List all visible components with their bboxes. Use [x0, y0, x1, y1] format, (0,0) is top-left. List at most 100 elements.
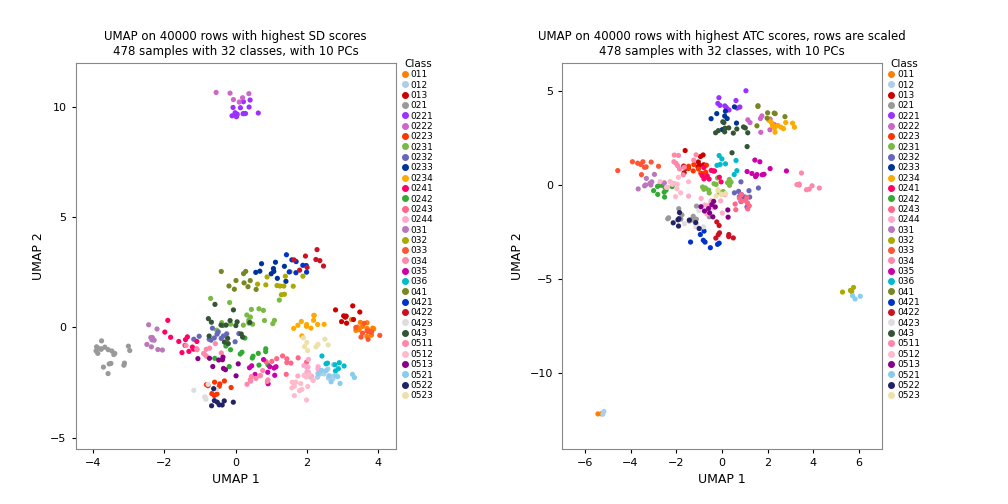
Point	[653, 181, 669, 190]
Point	[252, 372, 268, 380]
Point	[701, 205, 717, 213]
Point	[279, 358, 295, 366]
Point	[696, 236, 712, 244]
Y-axis label: UMAP 2: UMAP 2	[31, 232, 44, 280]
Point	[595, 410, 611, 418]
Point	[347, 373, 363, 382]
Point	[279, 355, 295, 363]
Point	[178, 342, 195, 350]
Point	[688, 215, 705, 223]
Point	[313, 366, 330, 374]
Point	[847, 295, 863, 303]
Point	[300, 355, 317, 363]
Point	[185, 386, 202, 394]
Point	[282, 268, 298, 276]
Point	[207, 300, 223, 308]
Point	[624, 158, 640, 166]
Point	[331, 365, 347, 373]
Point	[242, 313, 258, 321]
Point	[301, 371, 318, 380]
Point	[156, 328, 172, 336]
Point	[717, 124, 733, 132]
Point	[711, 94, 727, 102]
Point	[361, 327, 377, 335]
Point	[198, 345, 214, 353]
Point	[689, 163, 706, 171]
Point	[711, 222, 727, 230]
Point	[722, 181, 738, 190]
Point	[708, 203, 724, 211]
Point	[185, 345, 202, 353]
Point	[245, 352, 261, 360]
Point	[184, 343, 201, 351]
Point	[243, 305, 259, 313]
Point	[239, 380, 255, 388]
Point	[306, 311, 323, 320]
Point	[706, 167, 722, 175]
Point	[288, 378, 304, 386]
Point	[688, 202, 705, 210]
Point	[286, 392, 302, 400]
Point	[319, 366, 335, 374]
Point	[691, 161, 708, 169]
Point	[762, 115, 778, 123]
Point	[336, 362, 352, 370]
Point	[656, 179, 672, 187]
Point	[309, 245, 326, 254]
Point	[717, 191, 733, 199]
Point	[711, 152, 727, 160]
Point	[211, 328, 227, 336]
Point	[710, 99, 726, 107]
Point	[228, 372, 244, 380]
Point	[718, 160, 734, 168]
Point	[346, 316, 362, 324]
Point	[729, 125, 745, 133]
Point	[715, 125, 731, 134]
Point	[708, 192, 724, 200]
Point	[334, 318, 350, 326]
Point	[784, 119, 800, 127]
Point	[144, 336, 160, 344]
Point	[309, 365, 326, 373]
Point	[712, 229, 728, 237]
Point	[688, 151, 705, 159]
Point	[250, 349, 266, 357]
Point	[713, 178, 729, 186]
Point	[265, 320, 281, 328]
Point	[298, 358, 314, 366]
Point	[712, 160, 728, 168]
Point	[708, 234, 724, 242]
Point	[89, 343, 105, 351]
Point	[695, 183, 711, 191]
Point	[742, 118, 758, 127]
Point	[236, 279, 252, 287]
Point	[227, 338, 243, 346]
Point	[305, 376, 322, 385]
Point	[214, 319, 230, 327]
Point	[339, 319, 355, 327]
Point	[146, 336, 162, 344]
Point	[750, 184, 766, 192]
Point	[330, 372, 346, 381]
Point	[713, 191, 729, 199]
Point	[672, 189, 688, 197]
Point	[765, 121, 781, 130]
Point	[298, 262, 314, 270]
Point	[209, 386, 225, 394]
Point	[696, 175, 712, 183]
Point	[719, 103, 735, 111]
Point	[229, 110, 245, 118]
Point	[709, 161, 725, 169]
Point	[710, 240, 726, 248]
Point	[298, 338, 314, 346]
Point	[281, 268, 297, 276]
Point	[268, 363, 284, 371]
Point	[202, 344, 218, 352]
Point	[696, 164, 712, 172]
Point	[662, 177, 678, 185]
Point	[298, 268, 314, 276]
Point	[253, 260, 269, 268]
Point	[293, 332, 309, 340]
Point	[687, 223, 704, 231]
Point	[199, 352, 215, 360]
